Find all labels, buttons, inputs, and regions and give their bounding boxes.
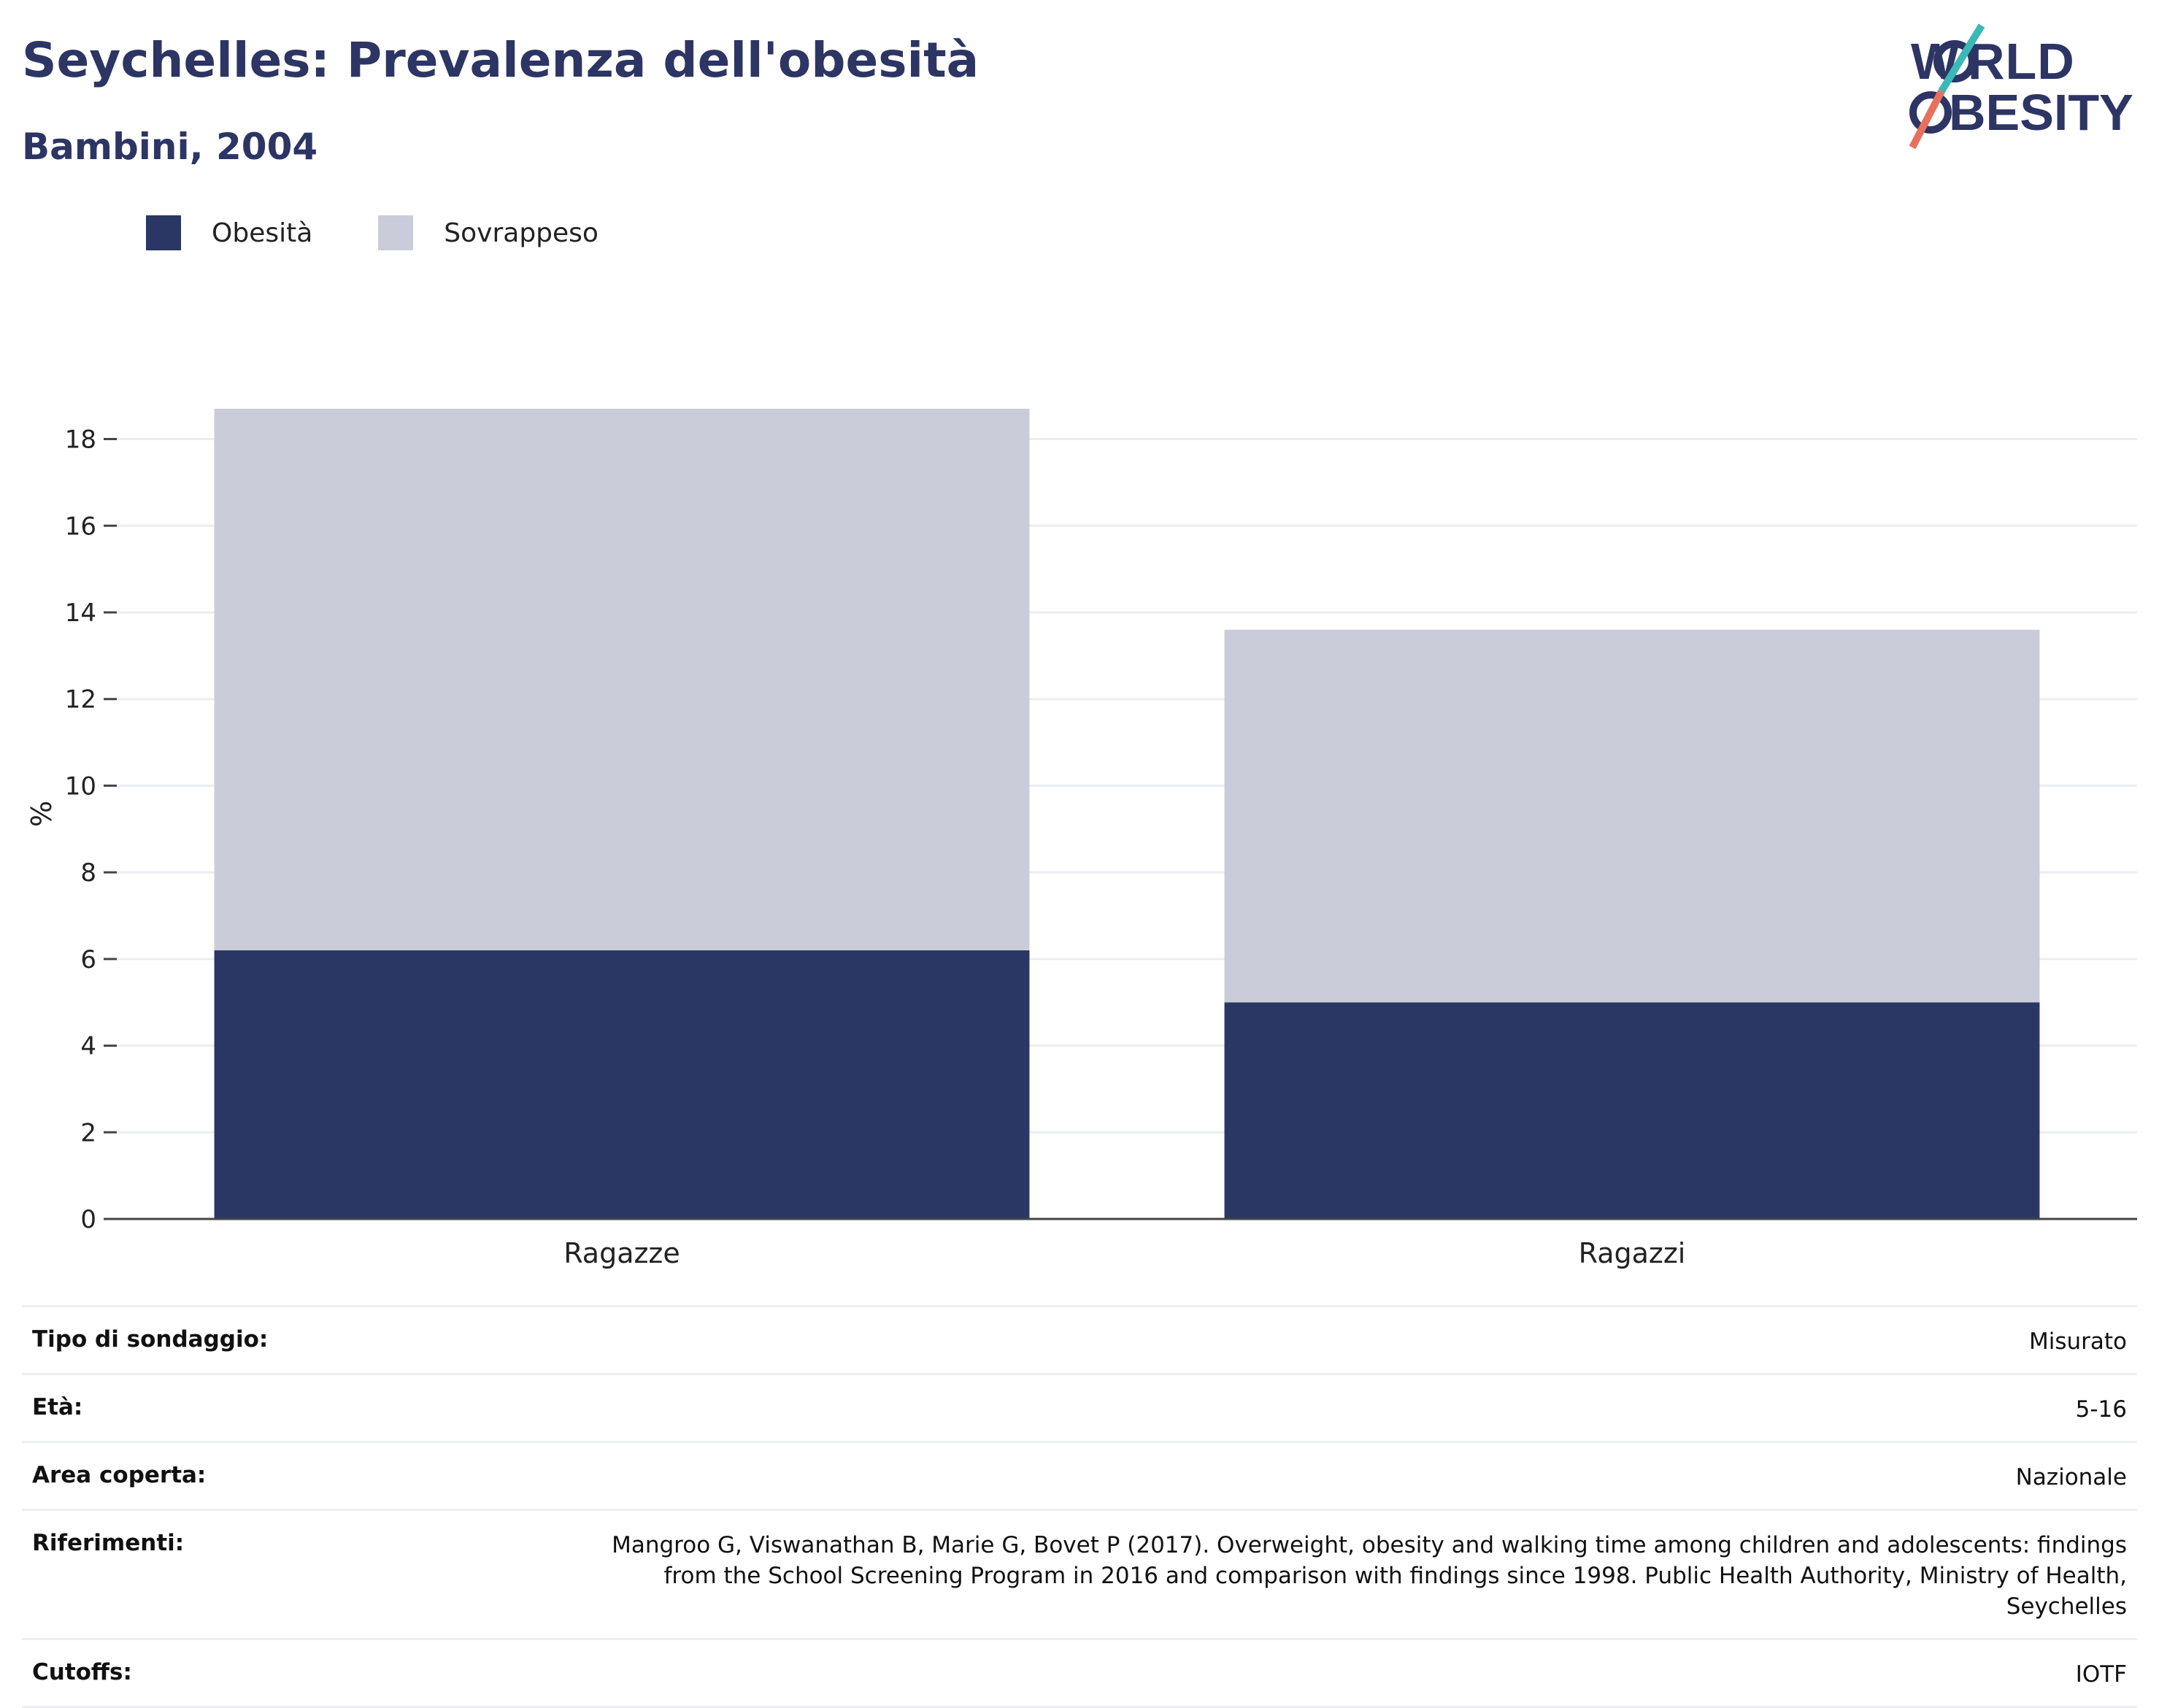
stacked-bar-chart: 0 2 4 6 8 10 12 14 16 18% Ragazze Ragazzi <box>26 409 2137 1269</box>
info-key-area: Area coperta: <box>32 1462 207 1488</box>
survey-info-table: Tipo di sondaggio: Misurato Età: 5-16 Ar… <box>22 1305 2137 1708</box>
bar-overweight-ragazzi <box>1224 629 2040 1003</box>
info-value-age: 5-16 <box>2075 1396 2127 1423</box>
bar-obesity-ragazze <box>214 950 1030 1219</box>
y-tick-label: 6 <box>80 945 96 974</box>
y-tick-label: 4 <box>80 1032 96 1061</box>
info-key-references: Riferimenti: <box>32 1530 185 1556</box>
info-key-cutoffs: Cutoffs: <box>32 1659 132 1685</box>
svg-text:BESITY: BESITY <box>1949 84 2133 141</box>
x-tick-label: Ragazzi <box>1579 1237 1686 1269</box>
y-tick-label: 8 <box>80 858 96 888</box>
chart-legend: Obesità Sovrappeso <box>146 215 664 250</box>
legend-item-obesity[interactable]: Obesità <box>146 215 312 250</box>
info-row-area: Area coperta: Nazionale <box>22 1441 2137 1509</box>
info-key-survey-type: Tipo di sondaggio: <box>32 1326 269 1353</box>
info-row-survey-type: Tipo di sondaggio: Misurato <box>22 1305 2137 1373</box>
y-tick-label: 16 <box>65 512 96 541</box>
y-tick-label: 14 <box>65 599 96 628</box>
info-value-survey-type: Misurato <box>2028 1328 2127 1355</box>
bar-obesity-ragazzi <box>1224 1002 2040 1219</box>
page-title: Seychelles: Prevalenza dell'obesità <box>22 32 980 88</box>
legend-label-obesity: Obesità <box>212 218 313 248</box>
y-axis-label: % <box>26 801 58 827</box>
legend-swatch-overweight <box>378 215 414 250</box>
info-row-age: Età: 5-16 <box>22 1373 2137 1441</box>
info-row-cutoffs: Cutoffs: IOTF <box>22 1638 2137 1708</box>
bar-overweight-ragazze <box>214 409 1030 950</box>
legend-label-overweight: Sovrappeso <box>444 218 599 248</box>
y-tick-label: 18 <box>65 426 96 455</box>
info-value-cutoffs: IOTF <box>2075 1661 2127 1688</box>
info-row-references: Riferimenti: Mangroo G, Viswanathan B, M… <box>22 1509 2137 1638</box>
legend-swatch-obesity <box>146 215 181 250</box>
info-key-age: Età: <box>32 1394 83 1420</box>
x-tick-label: Ragazze <box>563 1237 680 1269</box>
y-tick-label: 10 <box>65 772 96 801</box>
y-tick-label: 2 <box>80 1118 96 1147</box>
info-value-references: Mangroo G, Viswanathan B, Marie G, Bovet… <box>612 1532 2127 1620</box>
y-tick-label: 12 <box>65 685 96 715</box>
svg-text:RLD: RLD <box>1968 33 2075 90</box>
world-obesity-logo: W RLD BESITY <box>1909 23 2133 150</box>
page-subtitle: Bambini, 2004 <box>22 126 318 168</box>
info-value-area: Nazionale <box>2015 1464 2127 1490</box>
y-tick-label: 0 <box>80 1205 96 1234</box>
legend-item-overweight[interactable]: Sovrappeso <box>378 215 599 250</box>
